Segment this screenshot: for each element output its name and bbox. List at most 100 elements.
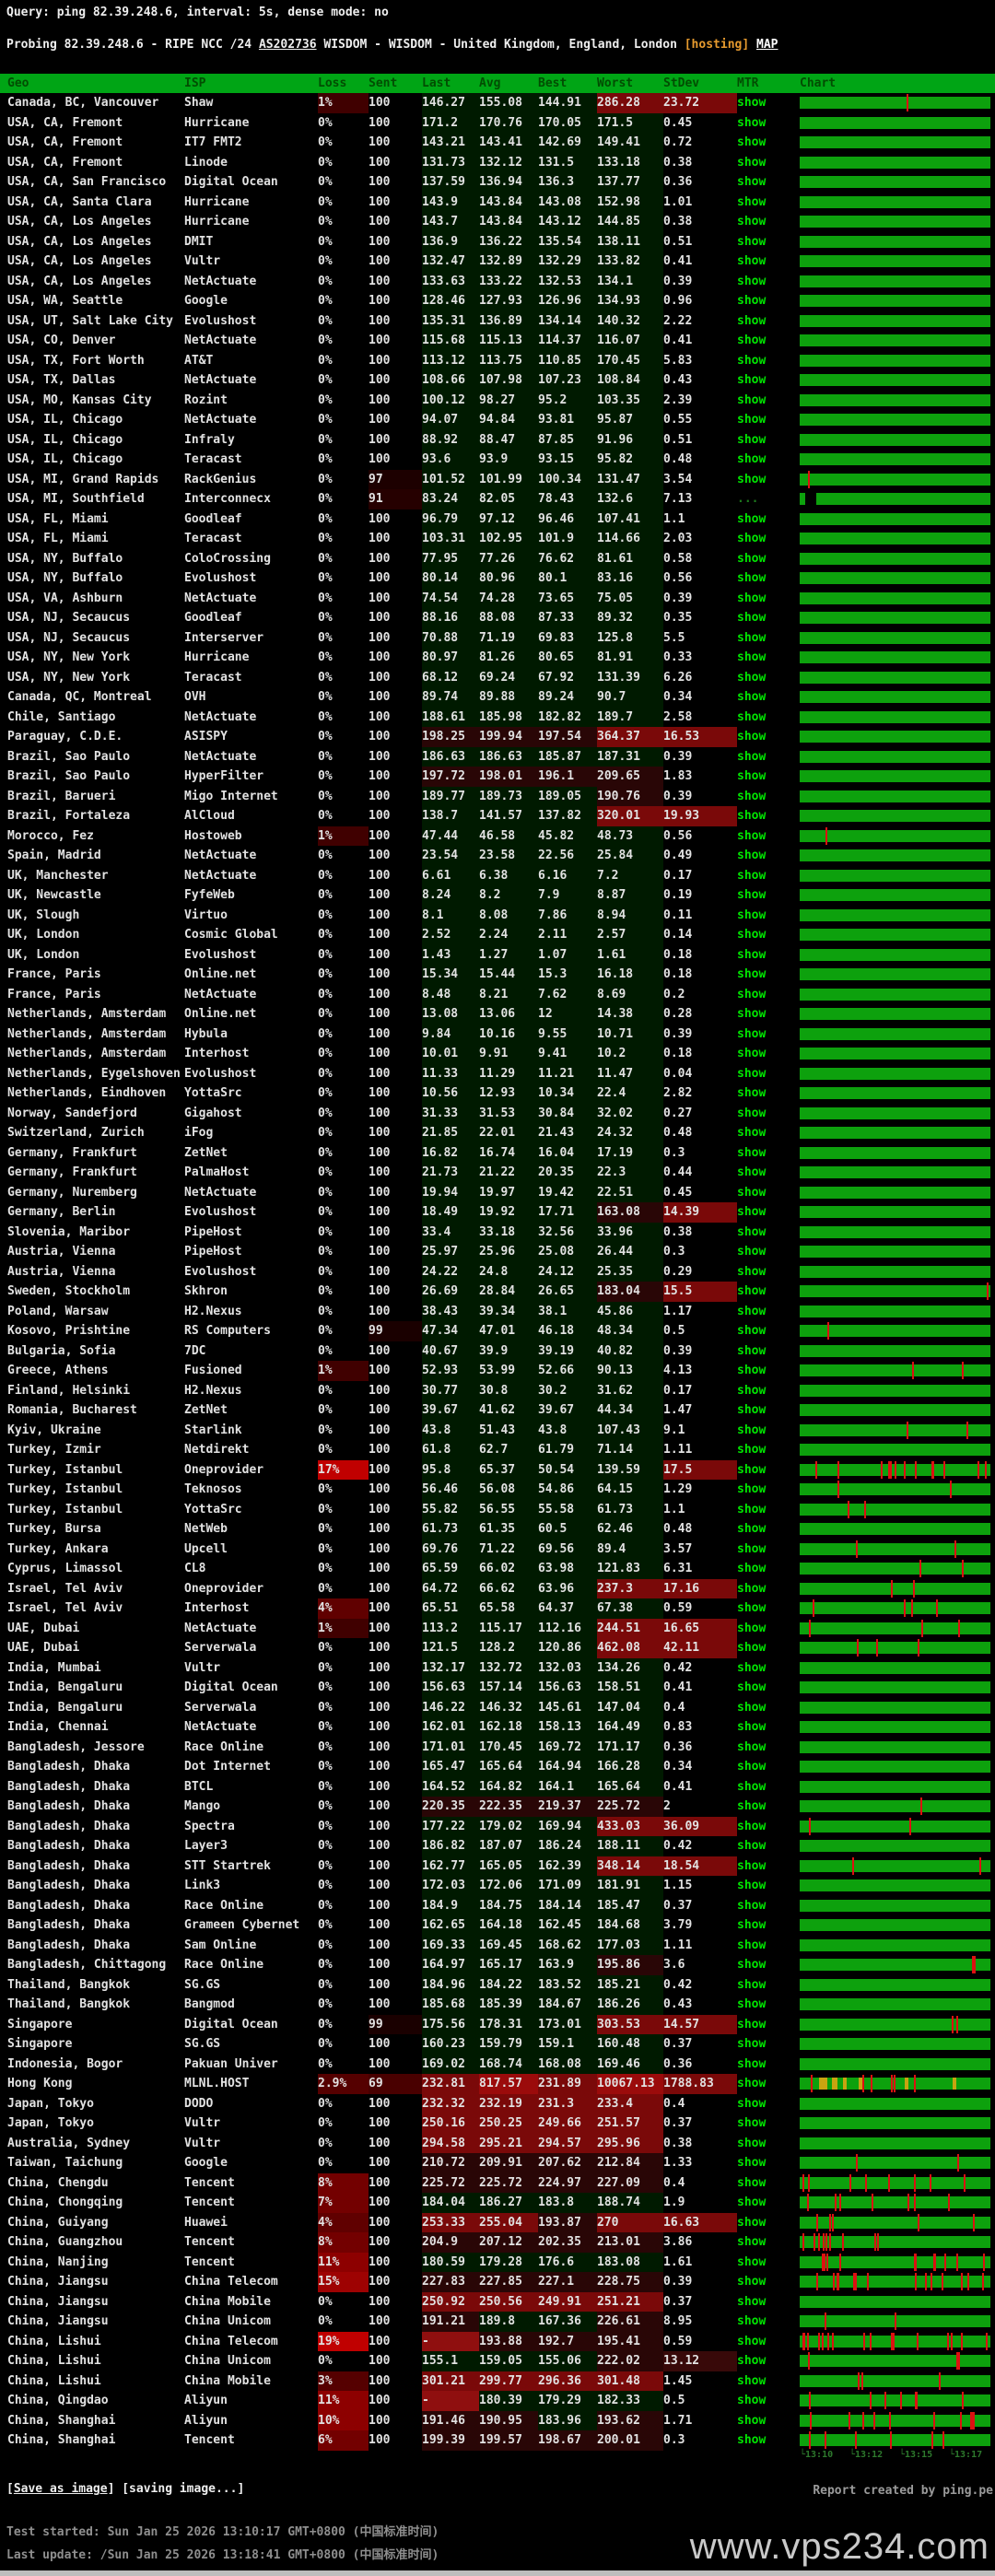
chart-strip[interactable] xyxy=(779,529,995,549)
mtr-show-link[interactable]: show xyxy=(737,1958,767,1972)
mtr-show-link[interactable]: show xyxy=(737,1106,767,1120)
chart-strip[interactable] xyxy=(779,410,995,430)
mtr-show-link[interactable]: show xyxy=(737,234,767,249)
chart-strip[interactable] xyxy=(779,1381,995,1401)
chart-strip[interactable] xyxy=(779,1777,995,1797)
mtr-show-link[interactable]: show xyxy=(737,2096,767,2111)
mtr-show-link[interactable]: show xyxy=(737,1423,767,1437)
mtr-show-link[interactable]: show xyxy=(737,2235,767,2249)
chart-strip[interactable] xyxy=(779,1242,995,1262)
chart-strip[interactable] xyxy=(779,1223,995,1243)
mtr-show-link[interactable]: show xyxy=(737,670,767,685)
chart-strip[interactable] xyxy=(779,2232,995,2253)
chart-strip[interactable] xyxy=(779,450,995,470)
chart-strip[interactable] xyxy=(779,1955,995,1975)
mtr-show-link[interactable]: show xyxy=(737,1700,767,1715)
chart-strip[interactable] xyxy=(779,1480,995,1500)
mtr-show-link[interactable]: show xyxy=(737,1462,767,1477)
mtr-show-link[interactable]: show xyxy=(737,709,767,724)
asn-link[interactable]: AS202736 xyxy=(258,38,317,52)
chart-strip[interactable] xyxy=(779,885,995,906)
mtr-show-link[interactable]: show xyxy=(737,1502,767,1516)
mtr-show-link[interactable]: show xyxy=(737,591,767,605)
chart-strip[interactable] xyxy=(779,2094,995,2114)
chart-strip[interactable] xyxy=(779,965,995,985)
chart-strip[interactable] xyxy=(779,1202,995,1223)
chart-strip[interactable] xyxy=(779,2430,995,2451)
mtr-show-link[interactable]: show xyxy=(737,1443,767,1457)
mtr-show-link[interactable]: show xyxy=(737,2136,767,2150)
chart-strip[interactable] xyxy=(779,1083,995,1104)
chart-strip[interactable] xyxy=(779,212,995,232)
mtr-show-link[interactable]: show xyxy=(737,928,767,942)
mtr-show-link[interactable]: show xyxy=(737,1918,767,1932)
mtr-show-link[interactable]: show xyxy=(737,2156,767,2170)
chart-strip[interactable] xyxy=(779,826,995,847)
chart-strip[interactable] xyxy=(779,2312,995,2332)
chart-strip[interactable] xyxy=(779,925,995,945)
mtr-show-link[interactable]: show xyxy=(737,1938,767,1952)
chart-strip[interactable] xyxy=(779,846,995,866)
chart-strip[interactable] xyxy=(779,866,995,886)
chart-strip[interactable] xyxy=(779,391,995,411)
mtr-show-link[interactable]: show xyxy=(737,1066,767,1081)
mtr-show-link[interactable]: show xyxy=(737,353,767,368)
mtr-show-link[interactable]: show xyxy=(737,2373,767,2388)
chart-strip[interactable] xyxy=(779,727,995,747)
mtr-show-link[interactable]: show xyxy=(737,1047,767,1060)
mtr-show-link[interactable]: show xyxy=(737,1760,767,1774)
chart-strip[interactable] xyxy=(779,549,995,569)
chart-strip[interactable] xyxy=(779,291,995,311)
mtr-show-link[interactable]: show xyxy=(737,888,767,902)
mtr-show-link[interactable]: show xyxy=(737,2254,767,2269)
chart-strip[interactable] xyxy=(779,2055,995,2075)
mtr-show-link[interactable]: show xyxy=(737,2354,767,2368)
mtr-show-link[interactable]: show xyxy=(737,294,767,308)
chart-strip[interactable] xyxy=(779,1817,995,1837)
mtr-show-link[interactable]: show xyxy=(737,2275,767,2289)
mtr-show-link[interactable]: show xyxy=(737,334,767,347)
chart-strip[interactable] xyxy=(779,2074,995,2094)
mtr-show-link[interactable]: show xyxy=(737,2215,767,2230)
mtr-show-link[interactable]: show xyxy=(737,967,767,981)
chart-strip[interactable] xyxy=(779,1519,995,1540)
mtr-show-link[interactable]: show xyxy=(737,1086,767,1100)
mtr-show-link[interactable]: show xyxy=(737,413,767,427)
mtr-show-link[interactable]: show xyxy=(737,1126,767,1140)
mtr-show-link[interactable]: show xyxy=(737,2433,767,2447)
chart-strip[interactable] xyxy=(779,133,995,153)
mtr-show-link[interactable]: show xyxy=(737,650,767,664)
chart-strip[interactable] xyxy=(779,1262,995,1282)
mtr-show-link[interactable]: show xyxy=(737,2037,767,2051)
chart-strip[interactable] xyxy=(779,489,995,509)
mtr-show-link[interactable]: show xyxy=(737,611,767,625)
chart-strip[interactable] xyxy=(779,1341,995,1362)
mtr-show-link[interactable]: show xyxy=(737,1779,767,1794)
chart-strip[interactable] xyxy=(779,2292,995,2313)
mtr-show-link[interactable]: show xyxy=(737,155,767,170)
mtr-show-link[interactable]: show xyxy=(737,1898,767,1913)
chart-strip[interactable] xyxy=(779,252,995,272)
chart-strip[interactable] xyxy=(779,1876,995,1896)
mtr-show-link[interactable]: show xyxy=(737,2413,767,2428)
chart-strip[interactable] xyxy=(779,2173,995,2194)
mtr-show-link[interactable]: show xyxy=(737,313,767,328)
chart-strip[interactable] xyxy=(779,1143,995,1164)
chart-strip[interactable] xyxy=(779,628,995,649)
mtr-show-link[interactable]: show xyxy=(737,789,767,803)
mtr-show-link[interactable]: show xyxy=(737,532,767,545)
mtr-show-link[interactable]: show xyxy=(737,1205,767,1219)
mtr-show-link[interactable]: show xyxy=(737,571,767,585)
chart-strip[interactable] xyxy=(779,568,995,589)
mtr-show-link[interactable]: show xyxy=(737,1839,767,1853)
chart-strip[interactable] xyxy=(779,370,995,391)
mtr-show-link[interactable]: show xyxy=(737,2175,767,2190)
chart-strip[interactable] xyxy=(779,93,995,113)
chart-strip[interactable] xyxy=(779,193,995,213)
mtr-show-link[interactable]: show xyxy=(737,1581,767,1596)
chart-strip[interactable] xyxy=(779,1361,995,1381)
chart-strip[interactable] xyxy=(779,1717,995,1738)
mtr-show-link[interactable]: show xyxy=(737,511,767,526)
mtr-show-link[interactable]: show xyxy=(737,1977,767,1992)
mtr-show-link[interactable]: show xyxy=(737,1522,767,1536)
